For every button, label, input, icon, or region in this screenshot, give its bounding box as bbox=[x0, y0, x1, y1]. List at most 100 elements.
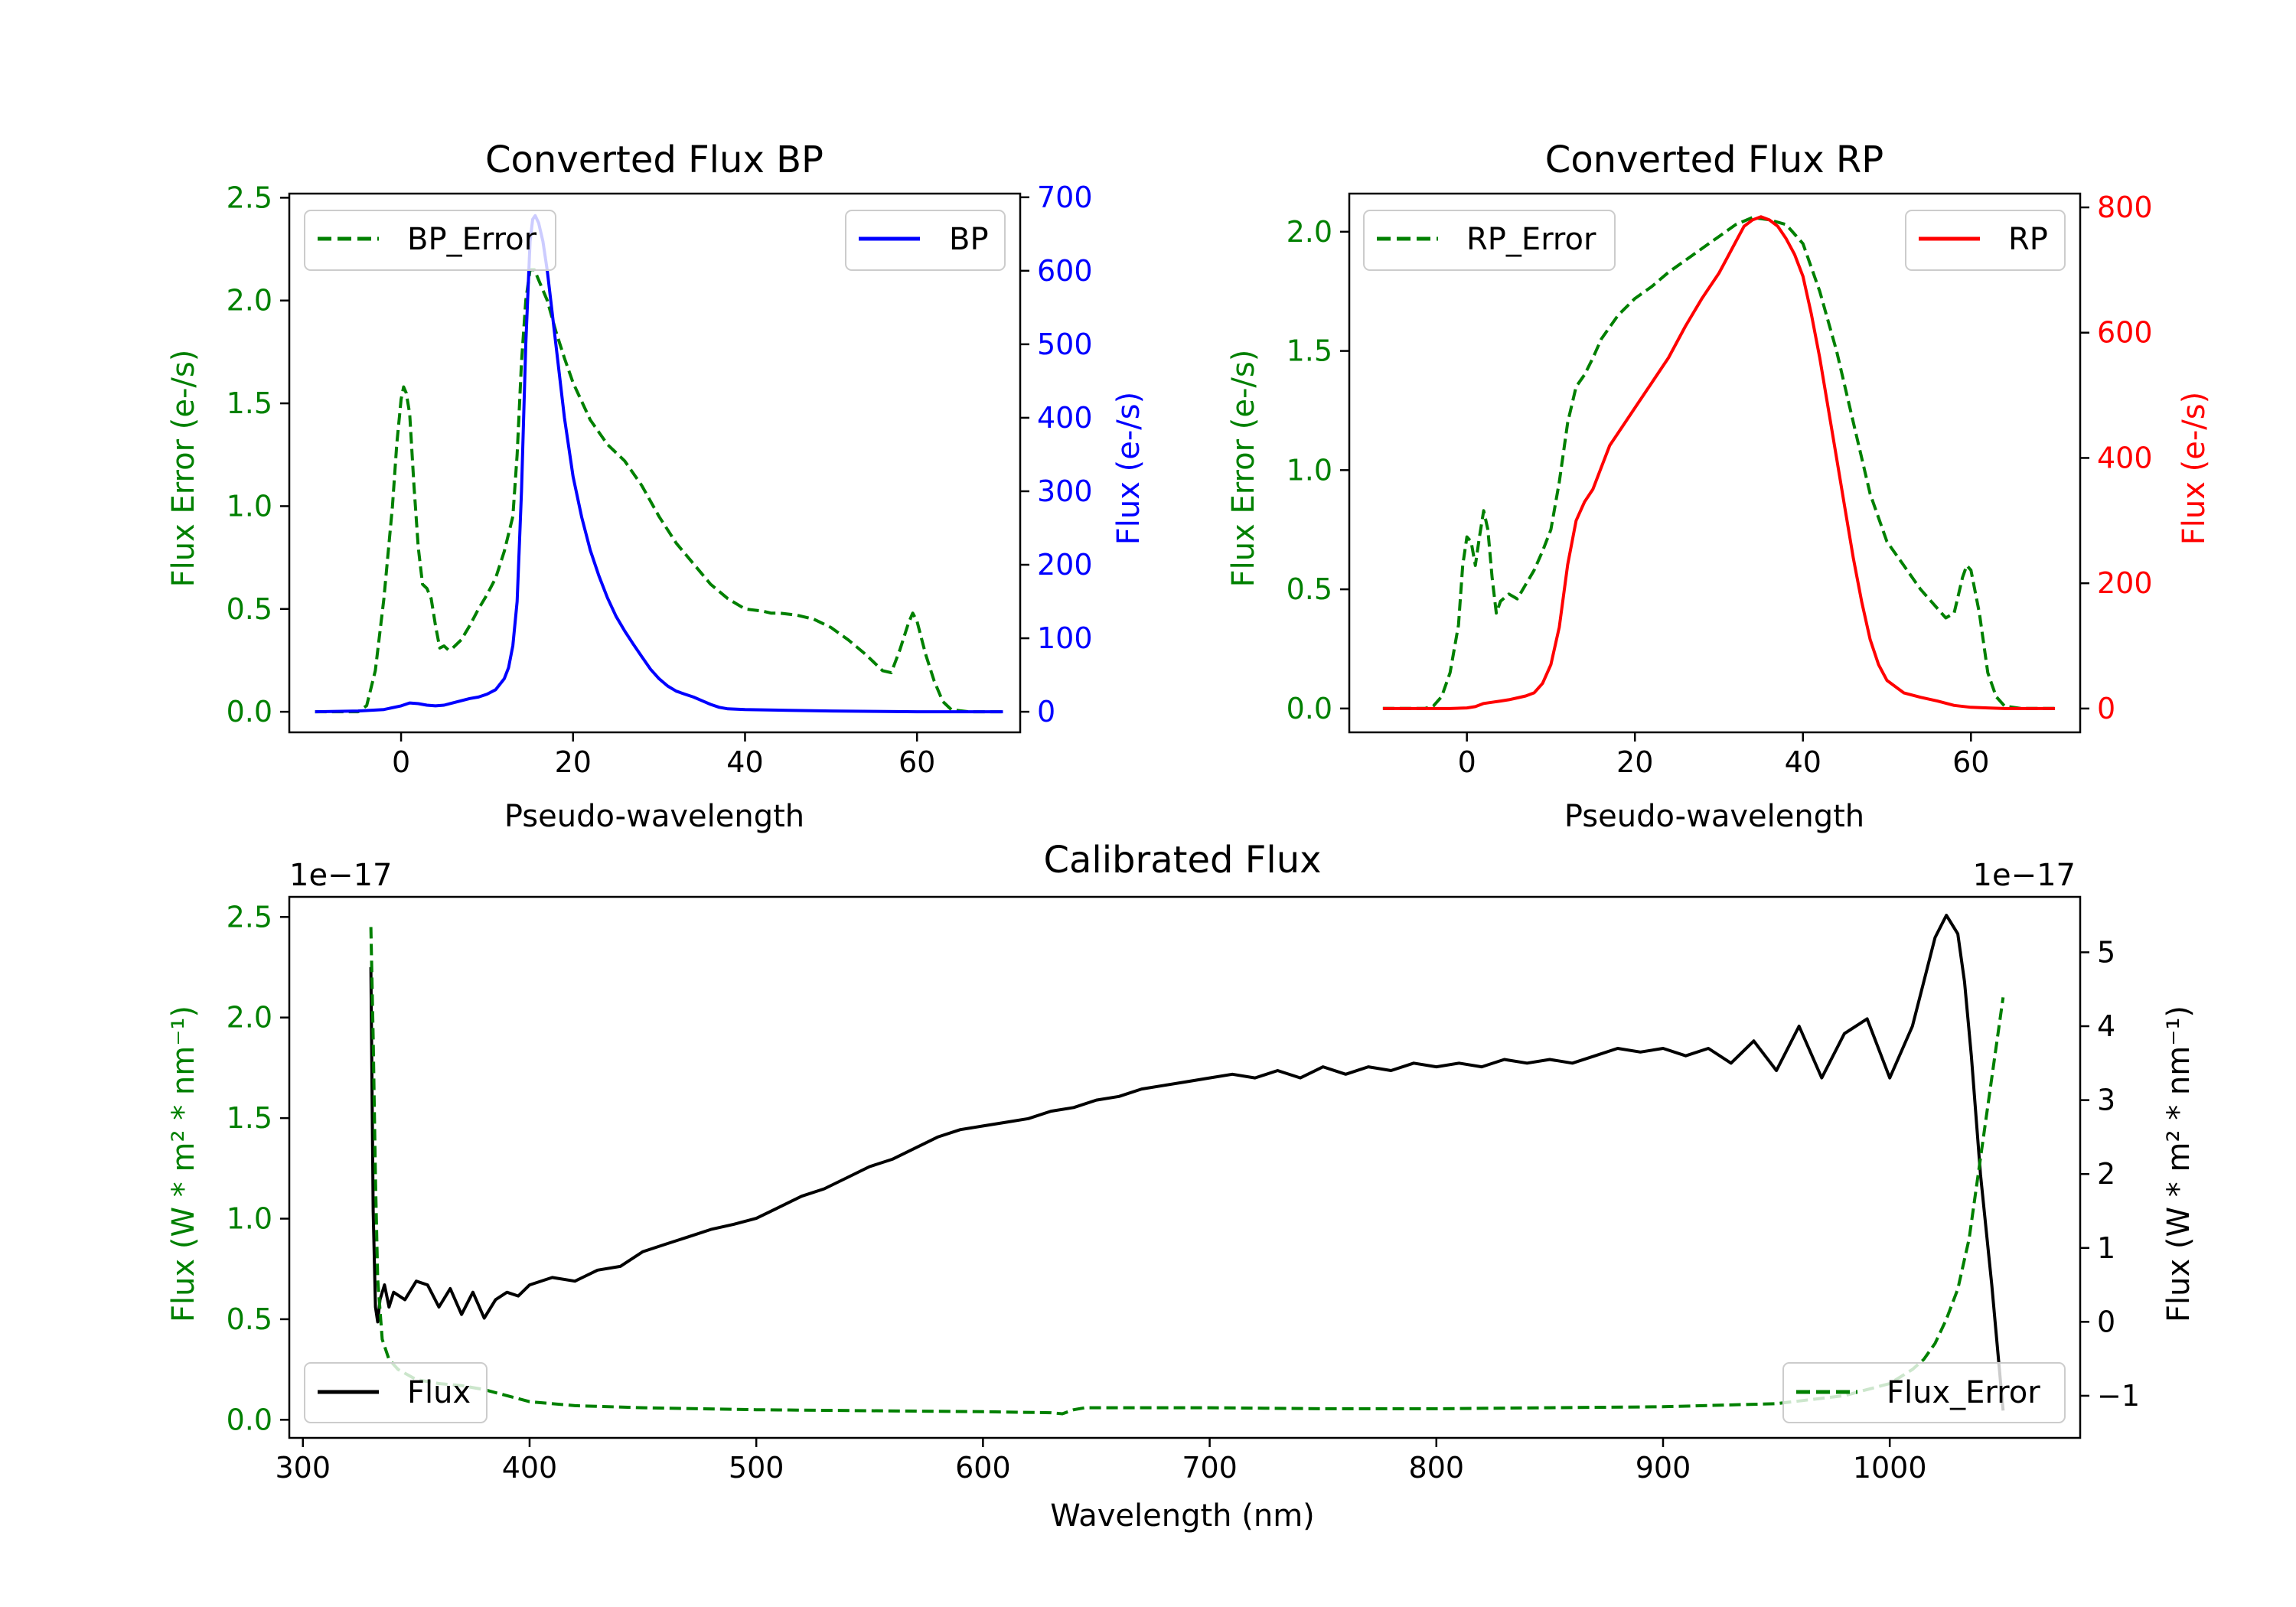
cal-right-y-tick-label: 5 bbox=[2097, 935, 2115, 969]
cal-left-y-tick-label: 1.5 bbox=[227, 1101, 272, 1135]
rp-x-tick-label: 0 bbox=[1458, 745, 1476, 779]
calibrated-error-legend: Flux_Error bbox=[1782, 1362, 2066, 1423]
rp-left-y-tick-label: 2.0 bbox=[1287, 215, 1332, 249]
bp-right-y-tick-label: 0 bbox=[1037, 695, 1055, 729]
bp-series-bp-line bbox=[315, 214, 1003, 714]
bp-left-y-tick-label: 1.5 bbox=[227, 386, 272, 420]
rp-plot-area: 0 20 40 60 0.0 0.5 1.0 1.5 2.0 0 200 400 600 800 bbox=[1287, 191, 2153, 779]
bp-left-y-tick-label: 0.5 bbox=[227, 592, 272, 626]
bp-left-y-tick-label: 1.0 bbox=[227, 489, 272, 523]
bp-x-tick-label: 40 bbox=[726, 745, 763, 779]
calibrated-error-legend-label: Flux_Error bbox=[1887, 1375, 2040, 1410]
cal-left-y-tick-label: 0.0 bbox=[227, 1403, 272, 1436]
rp-right-y-tick-label: 200 bbox=[2097, 566, 2153, 600]
rp-series-rp-line bbox=[1382, 215, 2056, 710]
cal-axes-frame bbox=[288, 895, 2082, 1439]
cal-x-tick-label: 300 bbox=[276, 1451, 331, 1485]
bp-right-y-tick-label: 400 bbox=[1037, 401, 1093, 435]
cal-right-y-tick-label: 2 bbox=[2097, 1157, 2115, 1191]
cal-x-tick-label: 400 bbox=[502, 1451, 558, 1485]
bp-x-tick-label: 20 bbox=[555, 745, 592, 779]
bp-right-y-tick-label: 600 bbox=[1037, 254, 1093, 288]
bp-x-tick-label: 0 bbox=[392, 745, 410, 779]
bp-right-y-tick-label: 200 bbox=[1037, 548, 1093, 582]
rp-right-y-tick-label: 600 bbox=[2097, 316, 2153, 350]
rp-right-y-tick-label: 0 bbox=[2097, 692, 2115, 725]
bp-left-y-tick-label: 2.5 bbox=[227, 181, 272, 214]
calibrated-right-y-axis-label: Flux (W * m² * nm⁻¹) bbox=[2161, 1006, 2197, 1322]
rp-left-y-axis-label: Flux Error (e-/s) bbox=[1226, 350, 1261, 588]
bp-right-y-axis-label: Flux (e-/s) bbox=[1111, 392, 1146, 545]
calibrated-chart-title: Calibrated Flux bbox=[1043, 839, 1321, 882]
rp-left-y-tick-label: 0.5 bbox=[1287, 572, 1332, 606]
calibrated-left-offset-label: 1e−17 bbox=[289, 858, 392, 893]
rp-series-rp-error-line bbox=[1382, 216, 2056, 710]
bp-axes-frame bbox=[288, 192, 1022, 734]
bp-right-y-tick-label: 100 bbox=[1037, 621, 1093, 655]
rp-error-legend-box bbox=[1363, 210, 1616, 271]
calibrated-x-axis-label: Wavelength (nm) bbox=[1050, 1498, 1315, 1534]
rp-series-group bbox=[1382, 215, 2056, 710]
rp-legend: RP bbox=[1905, 210, 2066, 271]
bp-left-y-tick-label: 0.0 bbox=[227, 695, 272, 729]
calibrated-left-y-axis-label: Flux (W * m² * nm⁻¹) bbox=[166, 1006, 201, 1322]
cal-x-tick-label: 1000 bbox=[1853, 1451, 1927, 1485]
cal-x-tick-label: 900 bbox=[1636, 1451, 1691, 1485]
bp-error-legend-box bbox=[304, 210, 556, 271]
rp-chart-panel: Converted Flux RP 0 20 40 60 0.0 0.5 1.0 1.5 2.0… bbox=[1226, 139, 2212, 834]
rp-left-y-tick-label: 1.0 bbox=[1287, 453, 1332, 487]
bp-right-y-tick-label: 300 bbox=[1037, 474, 1093, 508]
cal-right-y-tick-label: 1 bbox=[2097, 1231, 2115, 1265]
cal-left-y-tick-label: 0.5 bbox=[227, 1302, 272, 1336]
rp-left-y-tick-label: 0.0 bbox=[1287, 692, 1332, 725]
cal-left-y-tick-label: 1.0 bbox=[227, 1202, 272, 1236]
calibrated-flux-legend-box bbox=[304, 1362, 488, 1423]
bp-error-legend-label: BP_Error bbox=[407, 222, 537, 257]
bp-x-tick-label: 60 bbox=[899, 745, 935, 779]
calibrated-error-legend-box bbox=[1782, 1362, 2066, 1423]
bp-x-axis-label: Pseudo-wavelength bbox=[504, 799, 804, 834]
bp-error-legend: BP_Error bbox=[304, 210, 556, 271]
rp-chart-title: Converted Flux RP bbox=[1545, 139, 1883, 181]
cal-series-flux-line bbox=[369, 914, 2005, 1411]
calibrated-right-offset-label: 1e−17 bbox=[1973, 858, 2076, 893]
cal-right-y-tick-label: 4 bbox=[2097, 1009, 2115, 1043]
cal-left-y-tick-label: 2.0 bbox=[227, 1001, 272, 1035]
rp-legend-box bbox=[1905, 210, 2066, 271]
rp-right-y-axis-label: Flux (e-/s) bbox=[2177, 392, 2212, 545]
bp-series-group bbox=[315, 214, 1003, 714]
rp-right-y-tick-label: 800 bbox=[2097, 191, 2153, 224]
bp-legend-label: BP bbox=[949, 222, 989, 257]
cal-x-tick-label: 800 bbox=[1409, 1451, 1465, 1485]
calibrated-flux-legend-label: Flux bbox=[407, 1375, 471, 1410]
bp-right-y-tick-label: 700 bbox=[1037, 181, 1093, 214]
bp-legend-box bbox=[845, 210, 1006, 271]
rp-x-tick-label: 20 bbox=[1616, 745, 1653, 779]
rp-legend-label: RP bbox=[2008, 222, 2048, 257]
bp-chart-panel: Converted Flux BP 0 20 40 60 0.0 0.5 1.0 1.5 2.0… bbox=[166, 139, 1146, 834]
rp-x-axis-label: Pseudo-wavelength bbox=[1564, 799, 1864, 834]
cal-left-y-tick-label: 2.5 bbox=[227, 900, 272, 934]
bp-chart-title: Converted Flux BP bbox=[485, 139, 823, 181]
cal-right-y-tick-label: 0 bbox=[2097, 1305, 2115, 1338]
bp-plot-area: 0 20 40 60 0.0 0.5 1.0 1.5 2.0 2.5 0 100 200 300 400 50… bbox=[227, 181, 1093, 779]
bp-right-y-tick-label: 500 bbox=[1037, 328, 1093, 361]
rp-left-y-tick-label: 1.5 bbox=[1287, 334, 1332, 368]
bp-left-y-tick-label: 2.0 bbox=[227, 284, 272, 318]
rp-right-y-tick-label: 400 bbox=[2097, 441, 2153, 474]
rp-error-legend-label: RP_Error bbox=[1466, 222, 1596, 257]
rp-x-tick-label: 60 bbox=[1952, 745, 1989, 779]
rp-error-legend: RP_Error bbox=[1363, 210, 1616, 271]
bp-left-y-axis-label: Flux Error (e-/s) bbox=[166, 350, 201, 588]
rp-x-tick-label: 40 bbox=[1785, 745, 1821, 779]
bp-legend: BP bbox=[845, 210, 1006, 271]
cal-x-tick-label: 500 bbox=[729, 1451, 784, 1485]
cal-x-tick-label: 700 bbox=[1182, 1451, 1238, 1485]
calibrated-flux-legend: Flux bbox=[304, 1362, 488, 1423]
rp-axes-frame bbox=[1348, 192, 2082, 734]
calibrated-chart-panel: Calibrated Flux 1e−17 1e−17 300 400 500 600… bbox=[166, 839, 2197, 1534]
cal-right-y-tick-label: 3 bbox=[2097, 1084, 2115, 1117]
cal-x-tick-label: 600 bbox=[955, 1451, 1011, 1485]
cal-right-y-tick-label: −1 bbox=[2097, 1379, 2140, 1413]
